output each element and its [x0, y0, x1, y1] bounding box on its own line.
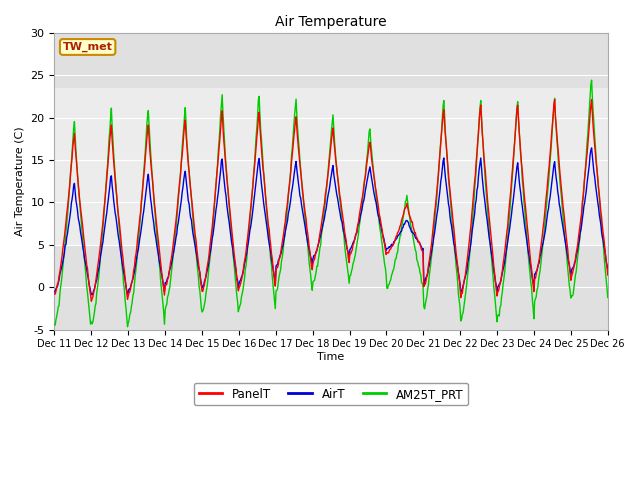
Y-axis label: Air Temperature (C): Air Temperature (C) — [15, 126, 25, 236]
Title: Air Temperature: Air Temperature — [275, 15, 387, 29]
Bar — [54, 88, 608, 245]
X-axis label: Time: Time — [317, 352, 345, 362]
Legend: PanelT, AirT, AM25T_PRT: PanelT, AirT, AM25T_PRT — [194, 383, 468, 405]
Text: TW_met: TW_met — [63, 42, 113, 52]
